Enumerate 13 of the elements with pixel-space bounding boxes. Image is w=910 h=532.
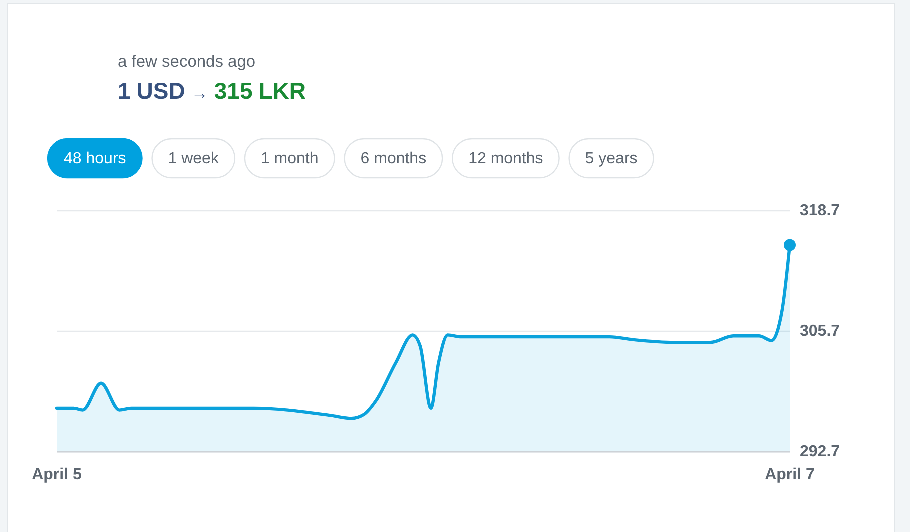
y-tick-label: 305.7	[800, 323, 840, 340]
x-tick-label: April 5	[32, 466, 82, 484]
chart-subtitle: a few seconds ago	[118, 53, 256, 71]
range-button: 5 years	[568, 138, 654, 179]
chart-title: 1 USD → 315 LKR	[118, 78, 306, 104]
range-button: 1 week	[152, 138, 236, 179]
range-button: 12 months	[452, 138, 560, 179]
y-tick-label: 292.7	[800, 444, 840, 460]
y-tick-label: 318.7	[800, 202, 840, 220]
range-button: 6 months	[344, 138, 444, 179]
x-tick-label: April 7	[765, 466, 815, 484]
range-button: 48 hours	[47, 138, 143, 179]
range-button: 1 month	[244, 138, 336, 179]
